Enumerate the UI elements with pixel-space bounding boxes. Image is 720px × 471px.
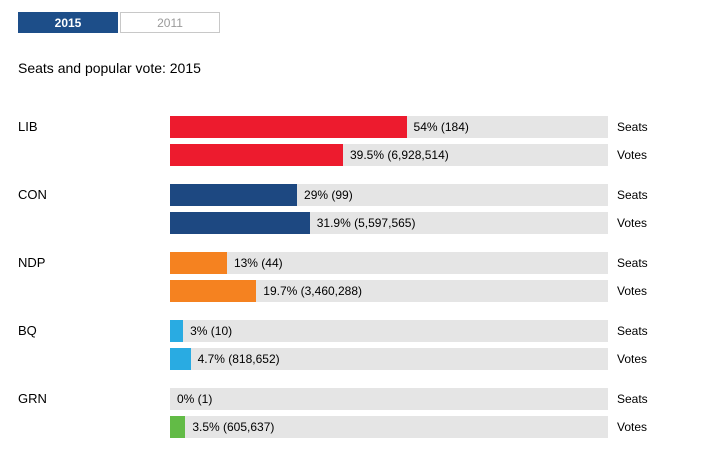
party-group-grn: GRN 0% (1) Seats 3.5% (605,637) Votes (18, 388, 720, 444)
bar-track: 54% (184) (170, 116, 608, 138)
row-type-label: Votes (617, 148, 648, 162)
seats-bar (170, 184, 298, 206)
bar-value-label: 4.7% (818,652) (197, 352, 280, 366)
party-group-bq: BQ 3% (10) Seats 4.7% (818,652) Votes (18, 320, 720, 376)
bar-row: 3% (10) Seats (170, 320, 720, 342)
row-type-label: Seats (617, 120, 648, 134)
bar-value-label: 29% (99) (304, 188, 353, 202)
party-label: GRN (18, 391, 47, 406)
party-label: NDP (18, 255, 46, 270)
bar-value-label: 3.5% (605,637) (192, 420, 275, 434)
bar-track: 19.7% (3,460,288) (170, 280, 608, 302)
page-title: Seats and popular vote: 2015 (18, 60, 201, 76)
bar-value-label: 0% (1) (177, 392, 213, 406)
bar-row: 13% (44) Seats (170, 252, 720, 274)
year-tabs: 2015 2011 (18, 12, 720, 33)
votes-bar (170, 144, 343, 166)
bar-row: 54% (184) Seats (170, 116, 720, 138)
row-type-label: Seats (617, 188, 648, 202)
bar-track: 4.7% (818,652) (170, 348, 608, 370)
bar-value-label: 3% (10) (190, 324, 233, 338)
bar-row: 31.9% (5,597,565) Votes (170, 212, 720, 234)
bar-row: 0% (1) Seats (170, 388, 720, 410)
row-type-label: Votes (617, 284, 648, 298)
tab-2011[interactable]: 2011 (120, 12, 220, 33)
bar-track: 3.5% (605,637) (170, 416, 608, 438)
votes-bar (170, 212, 310, 234)
row-type-label: Votes (617, 352, 648, 366)
bar-track: 31.9% (5,597,565) (170, 212, 608, 234)
votes-bar (170, 280, 257, 302)
seats-votes-chart: LIB 54% (184) Seats 39.5% (6,928,514) Vo… (18, 116, 720, 444)
bar-value-label: 54% (184) (413, 120, 469, 134)
bar-value-label: 39.5% (6,928,514) (350, 148, 449, 162)
votes-bar (170, 416, 186, 438)
bar-track: 0% (1) (170, 388, 608, 410)
row-type-label: Seats (617, 256, 648, 270)
bar-value-label: 13% (44) (233, 256, 283, 270)
seats-bar (170, 116, 407, 138)
bar-row: 3.5% (605,637) Votes (170, 416, 720, 438)
bar-track: 39.5% (6,928,514) (170, 144, 608, 166)
bar-track: 13% (44) (170, 252, 608, 274)
bar-row: 39.5% (6,928,514) Votes (170, 144, 720, 166)
bar-row: 4.7% (818,652) Votes (170, 348, 720, 370)
votes-bar (170, 348, 191, 370)
bar-value-label: 19.7% (3,460,288) (263, 284, 363, 298)
row-type-label: Seats (617, 392, 648, 406)
party-group-ndp: NDP 13% (44) Seats 19.7% (3,460,288) Vot… (18, 252, 720, 308)
row-type-label: Votes (617, 420, 648, 434)
party-group-con: CON 29% (99) Seats 31.9% (5,597,565) Vot… (18, 184, 720, 240)
bar-value-label: 31.9% (5,597,565) (316, 216, 416, 230)
party-label: CON (18, 187, 47, 202)
bar-row: 29% (99) Seats (170, 184, 720, 206)
tab-2015[interactable]: 2015 (18, 12, 118, 33)
row-type-label: Seats (617, 324, 648, 338)
seats-bar (170, 252, 227, 274)
bar-track: 3% (10) (170, 320, 608, 342)
bar-row: 19.7% (3,460,288) Votes (170, 280, 720, 302)
seats-bar (170, 320, 184, 342)
party-label: BQ (18, 323, 37, 338)
row-type-label: Votes (617, 216, 648, 230)
party-group-lib: LIB 54% (184) Seats 39.5% (6,928,514) Vo… (18, 116, 720, 172)
bar-track: 29% (99) (170, 184, 608, 206)
party-label: LIB (18, 119, 38, 134)
